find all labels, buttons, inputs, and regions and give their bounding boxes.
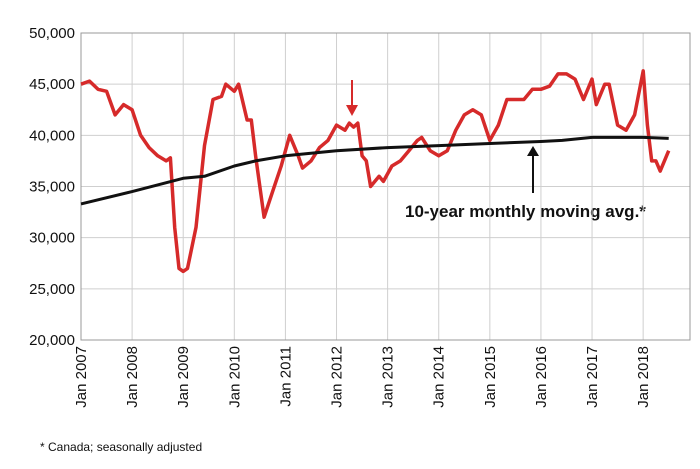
annotation: 10-year monthly moving avg.* [405,202,646,221]
x-tick-label: Jan 2010 [226,346,243,408]
x-tick-label: Jan 2015 [482,346,499,408]
x-tick-label: Jan 2016 [533,346,550,408]
x-tick-label: Jan 2007 [73,346,90,408]
x-tick-label: Jan 2013 [380,346,397,408]
line [80,135,669,206]
x-tick-label: Jan 2012 [329,346,346,408]
x-tick-label: Jan 2008 [124,346,141,408]
y-tick-label: 25,000 [29,281,75,298]
x-tick-label: Jan 2017 [584,346,601,408]
x-tick-label: Jan 2018 [635,346,652,408]
x-tick-label: Jan 2014 [431,346,448,408]
y-tick-label: 50,000 [29,25,75,42]
plot-frame [80,32,691,341]
footnote: * Canada; seasonally adjusted [40,440,202,454]
y-tick-label: 30,000 [29,230,75,247]
x-tick-label: Jan 2011 [277,346,294,407]
y-tick-label: 35,000 [29,179,75,196]
arrow-head [527,146,539,156]
y-tick-label: 40,000 [29,127,75,144]
arrow-head [346,105,358,116]
line [80,69,671,274]
y-tick-label: 45,000 [29,76,75,93]
y-tick-label: 20,000 [29,332,75,349]
x-tick-label: Jan 2009 [175,346,192,408]
